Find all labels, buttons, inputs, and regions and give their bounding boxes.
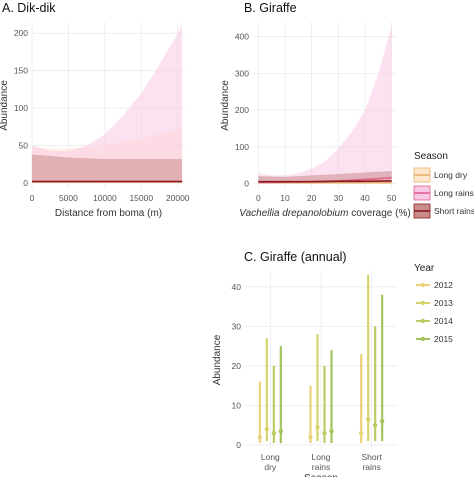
x-tick-label: 20	[307, 193, 317, 203]
y-tick-label: 50	[19, 141, 29, 151]
y-axis-label: Abundance	[212, 334, 223, 385]
panel-b: 0 100 200 300 400 0 10 20 30 40 50 B. Giraffe Vachel…	[220, 1, 411, 219]
point-2014	[372, 423, 378, 428]
point-2015	[329, 429, 334, 434]
x-tick-label: 40	[360, 193, 370, 203]
point-2014	[271, 430, 277, 436]
x-tick-label: 10000	[93, 193, 117, 203]
x-tick-label: 20000	[166, 193, 190, 203]
legend-key-point	[420, 282, 426, 288]
y-tick-label: 300	[235, 68, 249, 78]
legend-label: 2015	[434, 334, 453, 344]
y-tick-label: 150	[14, 66, 28, 76]
point-2012	[257, 434, 263, 440]
y-axis-label: Abundance	[220, 80, 231, 131]
y-tick-label: 10	[232, 400, 242, 410]
y-tick-label: 200	[235, 105, 249, 115]
x-tick-label: 50	[387, 193, 397, 203]
x-axis-label-rest: coverage (%)	[348, 208, 410, 219]
x-axis-label: Vachellia drepanolobium coverage (%)	[239, 208, 410, 219]
x-axis-label-species: Vachellia drepanolobium	[239, 208, 348, 219]
y-tick-label: 100	[14, 103, 28, 113]
legend-key-point	[420, 336, 426, 342]
y-tick-label: 0	[244, 178, 249, 188]
point-2015	[278, 429, 284, 434]
point-2013	[264, 427, 270, 432]
x-tick-label-line: Long	[312, 452, 331, 462]
x-axis-label: Season	[304, 473, 338, 477]
legend-label: 2014	[434, 316, 453, 326]
y-tick-label: 100	[235, 142, 249, 152]
y-axis-label: Abundance	[0, 80, 10, 131]
point-2013	[365, 417, 371, 422]
x-tick-label: 0	[256, 193, 261, 203]
panel-title: C. Giraffe (annual)	[244, 250, 347, 264]
ribbon-long-rains	[32, 24, 183, 183]
legend-key-point	[420, 318, 426, 324]
legend-label: Short rains	[434, 206, 474, 216]
y-tick-label: 30	[232, 321, 242, 331]
legend-label: 2012	[434, 280, 453, 290]
legend-label: Long rains	[434, 188, 474, 198]
y-tick-label: 40	[232, 282, 242, 292]
legend-label: 2013	[434, 298, 453, 308]
y-tick-label: 200	[14, 28, 28, 38]
point-2015	[379, 419, 385, 424]
ribbon-long-rains	[258, 25, 392, 184]
x-tick-label: Short rains	[362, 452, 383, 472]
x-tick-label: 5000	[59, 193, 78, 203]
point-2013	[315, 425, 320, 430]
y-tick-label: 0	[23, 178, 28, 188]
x-tick-label-line: Short	[362, 452, 383, 462]
legend-title: Year	[414, 263, 435, 274]
x-tick-label: Long dry	[261, 452, 280, 472]
panel-title: B. Giraffe	[244, 1, 297, 15]
y-tick-label: 20	[232, 361, 242, 371]
x-tick-label: Long rains	[312, 452, 331, 472]
x-tick-label: 15000	[129, 193, 153, 203]
point-2012	[358, 430, 364, 436]
x-tick-label-line: Long	[261, 452, 280, 462]
ribbon-short-rains	[32, 154, 183, 183]
legend-label: Long dry	[434, 170, 468, 180]
y-tick-label: 0	[236, 440, 241, 450]
point-2012	[308, 434, 313, 440]
line-short-rains	[258, 180, 392, 183]
x-tick-label-line: dry	[264, 462, 277, 472]
x-tick-label-line: rains	[362, 462, 380, 472]
x-axis-label: Distance from boma (m)	[55, 208, 162, 219]
x-tick-label: 30	[334, 193, 344, 203]
season-legend: Season Long dry Long rains Short rains	[413, 151, 474, 219]
x-tick-label: 0	[30, 193, 35, 203]
panel-a: 0 50 100 150 200 0 5000 10000 15000 20000 A. Dik-d…	[0, 1, 190, 219]
x-tick-label: 10	[280, 193, 290, 203]
y-tick-label: 400	[235, 32, 249, 42]
x-tick-label-line: rains	[312, 462, 330, 472]
point-2014	[322, 430, 327, 436]
legend-key-point	[420, 300, 426, 306]
panel-title: A. Dik-dik	[2, 1, 56, 15]
legend-title: Season	[414, 151, 448, 162]
year-legend: Year 2012 2013 2014 2015	[414, 263, 453, 344]
